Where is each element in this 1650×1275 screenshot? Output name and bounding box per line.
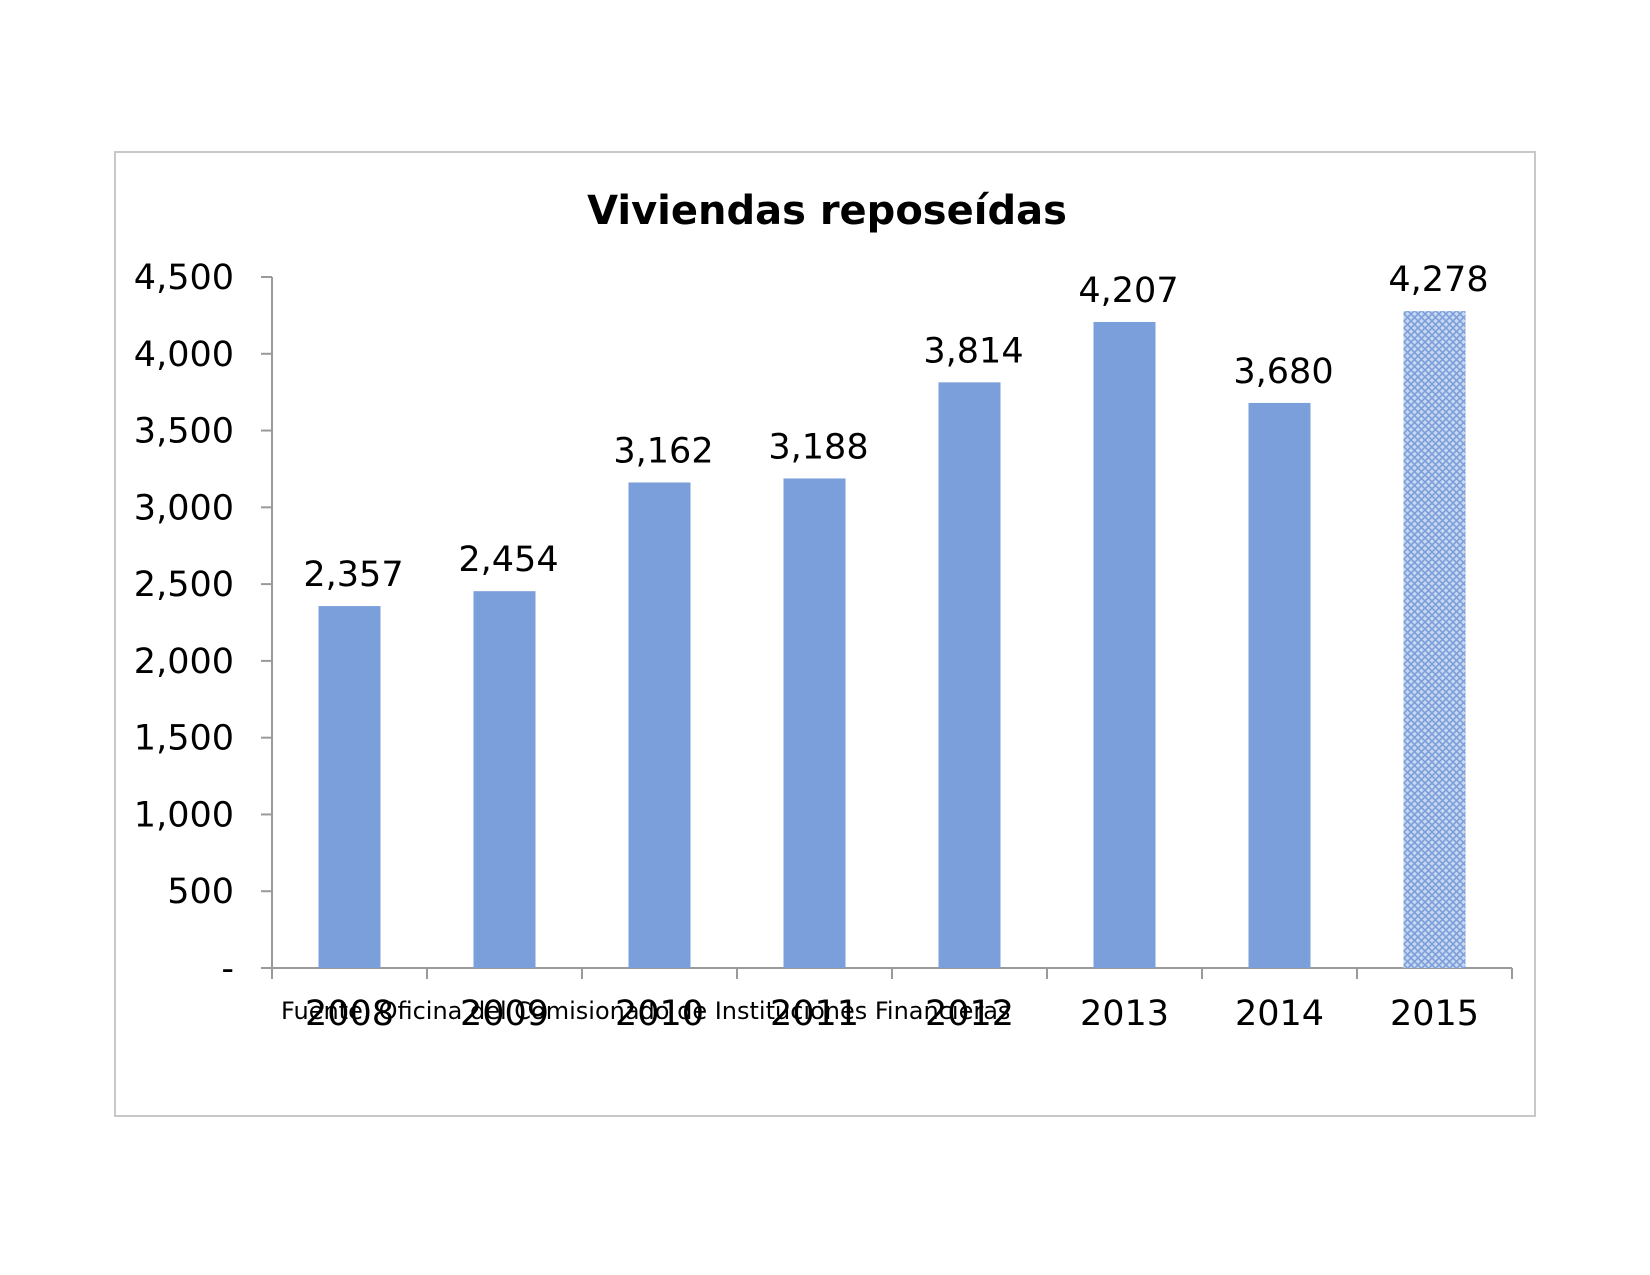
x-tick-label-2015: 2015 (1390, 994, 1479, 1034)
bar-2015 (1403, 311, 1466, 968)
data-label-2012: 3,814 (923, 331, 1023, 371)
bar-chart: Viviendas reposeídas - 500 1,000 1,500 2,000… (134, 188, 1513, 1034)
bar-2008 (318, 606, 381, 968)
data-labels: 2,357 2008 2,454 2009 3,162 2010 3,188 2011 3,81… (303, 260, 1488, 1034)
data-label-2010: 3,162 (613, 431, 713, 471)
y-tick-label: 4,500 (134, 258, 234, 298)
y-tick-label: - (221, 949, 234, 989)
source-note: Fuente: Oficina del Comisionado de Insti… (281, 997, 1010, 1025)
bar-2013 (1093, 321, 1156, 968)
x-tick-label-2014: 2014 (1235, 994, 1324, 1034)
data-label-2014: 3,680 (1233, 352, 1333, 392)
data-label-2015: 4,278 (1388, 260, 1488, 300)
y-tick-label: 1,500 (134, 719, 234, 759)
chart-title: Viviendas reposeídas (587, 188, 1067, 234)
y-tick-label: 500 (167, 872, 234, 912)
data-label-2008: 2,357 (303, 555, 403, 595)
y-tick-label: 2,500 (134, 565, 234, 605)
data-label-2009: 2,454 (458, 540, 558, 580)
x-tick-label-2013: 2013 (1080, 994, 1169, 1034)
x-tick-label-2012: 2012 (925, 994, 1014, 1034)
x-tick-label-2010: 2010 (615, 994, 704, 1034)
y-tick-label: 2,000 (134, 642, 234, 682)
bar-2012 (938, 382, 1001, 968)
y-tick-label: 1,000 (134, 795, 234, 835)
bar-2009 (473, 591, 536, 968)
bar-2014 (1248, 402, 1311, 969)
chart-frame: Viviendas reposeídas - 500 1,000 1,500 2,000… (114, 151, 1536, 1117)
axes: - 500 1,000 1,500 2,000 2,500 3,000 3,500 4,000 4… (134, 258, 1513, 989)
x-tick-label-2008: 2008 (305, 994, 394, 1034)
bar-2010 (628, 482, 691, 968)
x-tick-label-2009: 2009 (460, 994, 549, 1034)
data-label-2013: 4,207 (1078, 271, 1178, 311)
y-tick-label: 3,000 (134, 488, 234, 528)
data-label-2011: 3,188 (768, 427, 868, 467)
bars (318, 311, 1466, 969)
y-tick-label: 3,500 (134, 412, 234, 452)
x-tick-label-2011: 2011 (770, 994, 859, 1034)
bar-2011 (783, 478, 846, 968)
y-tick-label: 4,000 (134, 335, 234, 375)
